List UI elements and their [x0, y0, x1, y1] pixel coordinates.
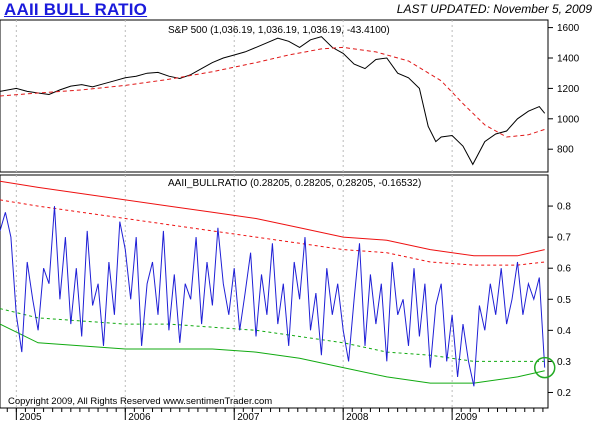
y-tick-label: 0.5 [557, 295, 571, 306]
bull-ratio-line [0, 206, 546, 387]
y-tick-label: 1400 [557, 54, 580, 65]
lower-inner-band-line [0, 308, 545, 362]
y-tick-label: 0.2 [557, 388, 571, 399]
y-tick-label: 0.8 [557, 202, 571, 213]
y-tick-label: 0.3 [557, 357, 571, 368]
sp500-panel: 800 1000 1200 1400 1600 S&P 500 (1,036.19, 1,… [0, 19, 580, 173]
sp500-moving-average-line [0, 46, 545, 138]
lower-band-line [0, 323, 545, 384]
last-updated: LAST UPDATED: November 5, 2009 [397, 2, 592, 16]
y-tick-label: 0.4 [557, 326, 571, 337]
x-axis: 2005 2006 2007 2008 2009 [0, 407, 548, 423]
y-tick-label: 0.7 [557, 233, 571, 244]
x-year-label: 2009 [455, 412, 478, 423]
last-updated-label: LAST UPDATED: [396, 2, 490, 16]
x-year-label: 2007 [237, 412, 260, 423]
last-updated-date: November 5, 2009 [493, 2, 592, 16]
y-tick-label: 800 [557, 145, 574, 156]
x-year-label: 2006 [128, 412, 151, 423]
x-year-label: 2005 [19, 412, 42, 423]
y-tick-label: 1000 [557, 114, 580, 125]
copyright-text: Copyright 2009, All Rights Reserved www.… [8, 396, 272, 407]
panel-frame [0, 174, 549, 409]
chart-title: AAII BULL RATIO [4, 0, 148, 19]
y-tick-label: 0.6 [557, 264, 571, 275]
upper-band-line [0, 180, 545, 257]
latest-reading-circle [533, 356, 556, 379]
panel-frame [0, 19, 549, 173]
series-label: AAII_BULLRATIO (0.28205, 0.28205, 0.2820… [168, 178, 421, 189]
sp500-price-line [0, 36, 546, 166]
x-year-label: 2008 [346, 412, 369, 423]
upper-inner-band-line [0, 199, 545, 266]
bull-ratio-panel: 0.2 0.3 0.4 0.5 0.6 0.7 0.8 AAII_BULLRATIO (0.2… [0, 174, 571, 409]
y-tick-label: 1200 [557, 84, 580, 95]
series-label: S&P 500 (1,036.19, 1,036.19, 1,036.19, -… [168, 25, 390, 36]
y-tick-label: 1600 [557, 23, 580, 34]
